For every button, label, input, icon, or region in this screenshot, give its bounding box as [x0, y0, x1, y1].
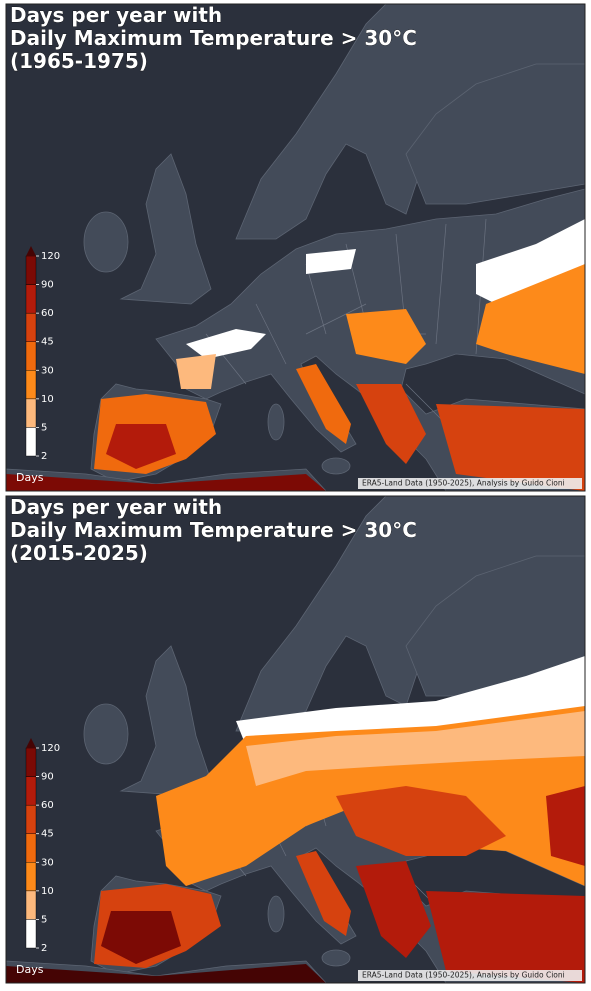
- tick-label: 10: [41, 394, 54, 405]
- colorbar-extend: [26, 738, 36, 748]
- tick-label: 10: [41, 886, 54, 897]
- heat-overlay: [6, 656, 585, 983]
- credit-box: [358, 478, 582, 489]
- tick-label: 5: [41, 422, 47, 433]
- tick-label: 120: [41, 743, 60, 754]
- colorbar-bin: [25, 747, 37, 777]
- panel-title: (2015-2025): [10, 541, 148, 565]
- colorbar-bin: [25, 284, 37, 314]
- tick-label: 2: [41, 451, 47, 462]
- tick-label: 60: [41, 308, 54, 319]
- tick-label: 45: [41, 829, 54, 840]
- colorbar-extend: [26, 246, 36, 256]
- tick-label: 90: [41, 772, 54, 783]
- tick-label: 120: [41, 251, 60, 262]
- colorbar-bin: [25, 833, 37, 863]
- colorbar-label: Days: [16, 963, 44, 976]
- tick-label: 60: [41, 800, 54, 811]
- colorbar-bin: [25, 804, 37, 834]
- colorbar-bin: [25, 919, 37, 949]
- colorbar-bin: [25, 427, 37, 457]
- colorbar: 2 5 10 30 45 60 90 120 Days: [16, 738, 60, 976]
- tick-label: 90: [41, 280, 54, 291]
- colorbar-label: Days: [16, 471, 44, 484]
- colorbar-bin: [25, 370, 37, 400]
- credit-box: [358, 970, 582, 981]
- colorbar-bin: [25, 398, 37, 428]
- map-panel: 2 5 10 30 45 60 90 120 Days Days per year withDa…: [5, 495, 586, 984]
- colorbar-bin: [25, 776, 37, 806]
- panel-title: Days per year with: [10, 3, 222, 27]
- colorbar-bin: [25, 890, 37, 920]
- colorbar-bin: [25, 862, 37, 892]
- map-panel: 2 5 10 30 45 60 90 120 Days Days per year withDa…: [5, 3, 586, 492]
- heat-overlay: [6, 219, 585, 491]
- panel-title: Daily Maximum Temperature > 30°C: [10, 26, 417, 50]
- panel-title: Days per year with: [10, 495, 222, 519]
- credit: ERA5-Land Data (1950-2025), Analysis by …: [362, 479, 565, 488]
- tick-label: 45: [41, 337, 54, 348]
- colorbar: 2 5 10 30 45 60 90 120 Days: [16, 246, 60, 484]
- colorbar-bin: [25, 255, 37, 285]
- tick-label: 2: [41, 943, 47, 954]
- colorbar-bin: [25, 341, 37, 371]
- credit: ERA5-Land Data (1950-2025), Analysis by …: [362, 971, 565, 980]
- tick-label: 30: [41, 857, 54, 868]
- panel-title: (1965-1975): [10, 49, 148, 73]
- tick-label: 30: [41, 365, 54, 376]
- tick-label: 5: [41, 914, 47, 925]
- panel-title: Daily Maximum Temperature > 30°C: [10, 518, 417, 542]
- colorbar-bin: [25, 312, 37, 342]
